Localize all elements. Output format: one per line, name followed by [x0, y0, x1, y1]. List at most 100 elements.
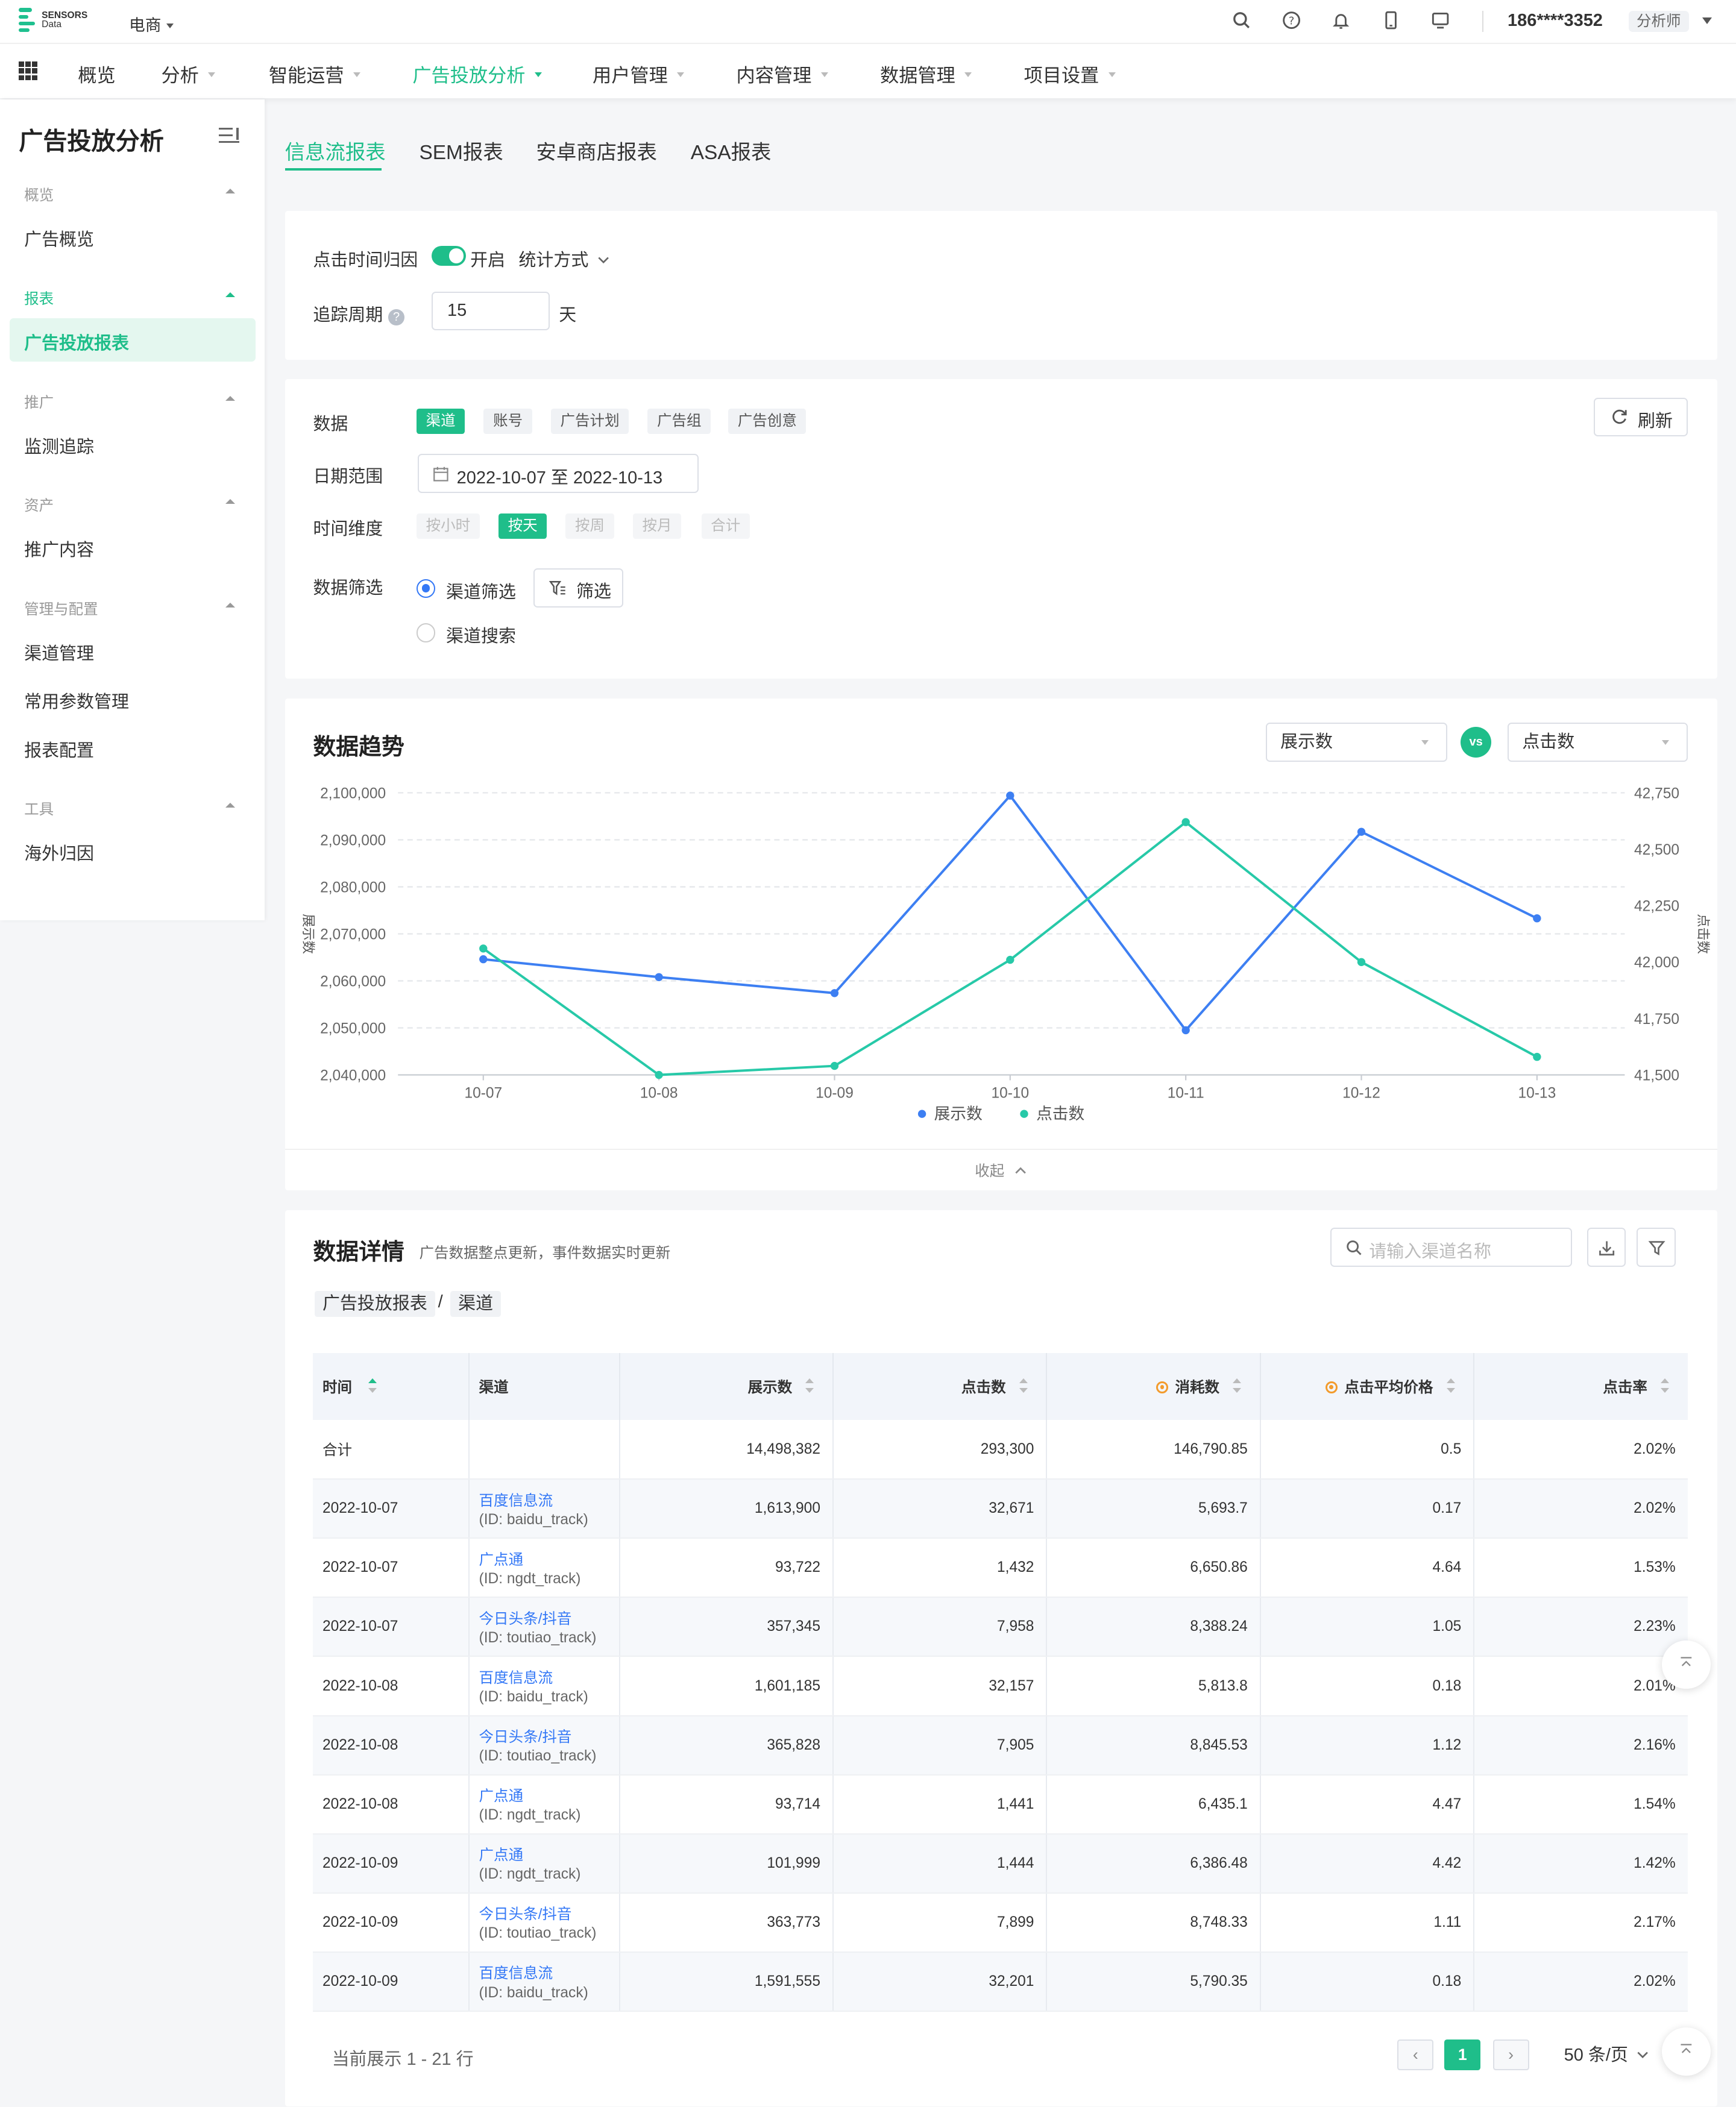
- cell-clicks: 7,905: [833, 1715, 1048, 1776]
- download-button[interactable]: [1587, 1228, 1626, 1267]
- page-button-current[interactable]: 1: [1444, 2039, 1481, 2071]
- channel-link[interactable]: 百度信息流: [479, 1669, 553, 1686]
- date-range-picker[interactable]: 2022-10-07 至 2022-10-13: [418, 454, 699, 494]
- apps-grid-icon[interactable]: [19, 61, 38, 81]
- back-to-top-button[interactable]: [1662, 2027, 1711, 2076]
- page-size-select[interactable]: 50 条/页: [1550, 2039, 1658, 2071]
- sidebar-item-ad-report[interactable]: 广告投放报表: [24, 334, 129, 354]
- attribution-toggle[interactable]: [431, 245, 467, 266]
- channel-link[interactable]: 今日头条/抖音: [479, 1610, 572, 1627]
- data-option-channel[interactable]: 渠道: [417, 408, 465, 434]
- tab-feed-report[interactable]: 信息流报表: [285, 142, 386, 165]
- mobile-icon[interactable]: [1380, 11, 1401, 33]
- chevron-up-icon[interactable]: [225, 494, 236, 504]
- monitor-icon[interactable]: [1430, 11, 1451, 33]
- tab-android-store-report[interactable]: 安卓商店报表: [536, 142, 657, 165]
- chevron-up-icon[interactable]: [225, 391, 236, 401]
- sort-icon[interactable]: [1446, 1378, 1456, 1396]
- sidebar-item-channel-mgmt[interactable]: 渠道管理: [24, 644, 94, 664]
- channel-link[interactable]: 百度信息流: [479, 1965, 553, 1982]
- collapse-chart-toggle[interactable]: 收起: [285, 1148, 1717, 1190]
- y-tick-label: 2,090,000: [320, 832, 386, 849]
- radio-channel-search[interactable]: [417, 623, 436, 642]
- metric-left-select[interactable]: 展示数: [1265, 723, 1447, 762]
- help-icon[interactable]: ?: [1280, 11, 1302, 33]
- sidebar-item-report-config[interactable]: 报表配置: [24, 741, 94, 761]
- channel-link[interactable]: 广点通: [479, 1847, 524, 1864]
- data-option-adgroup[interactable]: 广告组: [647, 408, 711, 434]
- dim-option-week[interactable]: 按周: [565, 513, 614, 539]
- radio-channel-filter[interactable]: [417, 579, 436, 598]
- sidebar-group-tools[interactable]: 工具: [24, 802, 54, 818]
- user-phone[interactable]: 186****3352: [1508, 10, 1603, 30]
- nav-item-content[interactable]: 内容管理: [737, 60, 828, 87]
- prev-page-button[interactable]: ‹: [1397, 2039, 1434, 2071]
- sidebar-item-overseas-attribution[interactable]: 海外归因: [24, 844, 94, 864]
- sidebar-item-param-mgmt[interactable]: 常用参数管理: [24, 692, 129, 712]
- back-to-top-button[interactable]: [1662, 1640, 1711, 1689]
- data-option-plan[interactable]: 广告计划: [550, 408, 629, 434]
- bell-icon[interactable]: [1330, 11, 1352, 33]
- chevron-up-icon[interactable]: [225, 598, 236, 608]
- nav-item-overview[interactable]: 概览: [78, 65, 116, 87]
- search-icon[interactable]: [1231, 11, 1253, 33]
- channel-link[interactable]: 今日头条/抖音: [479, 1906, 572, 1923]
- help-icon[interactable]: ?: [388, 309, 404, 326]
- table-filter-button[interactable]: [1637, 1228, 1676, 1267]
- nav-item-ad-analysis[interactable]: 广告投放分析: [412, 60, 542, 87]
- col-header-time[interactable]: 时间: [313, 1352, 470, 1421]
- sort-icon[interactable]: [805, 1378, 815, 1396]
- chevron-up-icon[interactable]: [225, 798, 236, 808]
- nav-item-data[interactable]: 数据管理: [880, 60, 972, 87]
- channel-link[interactable]: 今日头条/抖音: [479, 1729, 572, 1745]
- col-header-avg-click-price[interactable]: 点击平均价格: [1260, 1352, 1475, 1421]
- dim-option-month[interactable]: 按月: [632, 513, 682, 539]
- nav-item-users[interactable]: 用户管理: [593, 60, 685, 87]
- col-header-clicks[interactable]: 点击数: [833, 1352, 1048, 1421]
- track-period-input[interactable]: 15: [431, 291, 550, 331]
- stat-method-dropdown[interactable]: 统计方式: [518, 246, 610, 271]
- sidebar-group-management[interactable]: 管理与配置: [24, 601, 98, 618]
- sort-icon[interactable]: [1661, 1378, 1670, 1396]
- sidebar-item-promo-content[interactable]: 推广内容: [24, 541, 94, 561]
- channel-link[interactable]: 百度信息流: [479, 1492, 553, 1509]
- data-option-account[interactable]: 账号: [483, 408, 532, 434]
- next-page-button[interactable]: ›: [1492, 2039, 1529, 2071]
- refresh-button[interactable]: 刷新: [1593, 397, 1688, 437]
- channel-link[interactable]: 广点通: [479, 1551, 524, 1568]
- tab-asa-report[interactable]: ASA报表: [690, 142, 772, 165]
- dim-option-total[interactable]: 合计: [701, 513, 750, 539]
- sidebar-item-tracking[interactable]: 监测追踪: [24, 437, 94, 457]
- sort-icon[interactable]: [1019, 1378, 1029, 1396]
- sidebar-group-assets[interactable]: 资产: [24, 498, 54, 515]
- sidebar-group-promotion[interactable]: 推广: [24, 394, 54, 411]
- dim-option-hour[interactable]: 按小时: [417, 513, 480, 539]
- chevron-up-icon[interactable]: [225, 287, 236, 298]
- dim-option-day[interactable]: 按天: [498, 513, 547, 539]
- data-option-creative[interactable]: 广告创意: [728, 408, 807, 434]
- col-header-impressions[interactable]: 展示数: [619, 1352, 834, 1421]
- sort-icon[interactable]: [368, 1378, 378, 1396]
- project-switcher[interactable]: 电商: [129, 12, 174, 36]
- channel-link[interactable]: 广点通: [479, 1788, 524, 1805]
- user-menu-chevron-icon[interactable]: [1702, 17, 1712, 29]
- breadcrumb-report[interactable]: 广告投放报表: [314, 1291, 436, 1317]
- nav-item-project-settings[interactable]: 项目设置: [1024, 60, 1116, 87]
- nav-item-analysis[interactable]: 分析: [161, 60, 216, 87]
- collapse-sidebar-icon[interactable]: [219, 127, 239, 144]
- sidebar-item-ad-overview[interactable]: 广告概览: [24, 230, 94, 250]
- data-point: [1532, 1052, 1541, 1061]
- metric-right-select[interactable]: 点击数: [1508, 723, 1688, 762]
- sidebar-group-overview[interactable]: 概览: [24, 187, 54, 204]
- col-header-ctr[interactable]: 点击率: [1474, 1352, 1688, 1421]
- sort-icon[interactable]: [1233, 1378, 1242, 1396]
- chevron-up-icon[interactable]: [225, 184, 236, 194]
- y-tick-label: 2,060,000: [320, 973, 386, 990]
- tab-sem-report[interactable]: SEM报表: [419, 142, 503, 165]
- nav-item-smart-ops[interactable]: 智能运营: [269, 60, 361, 87]
- col-header-cost[interactable]: 消耗数: [1046, 1352, 1261, 1421]
- channel-search-input[interactable]: 请输入渠道名称: [1330, 1228, 1573, 1267]
- filter-button[interactable]: 筛选: [533, 568, 624, 608]
- sidebar-group-reports[interactable]: 报表: [24, 291, 54, 308]
- logo[interactable]: SENSORS Data: [19, 8, 87, 33]
